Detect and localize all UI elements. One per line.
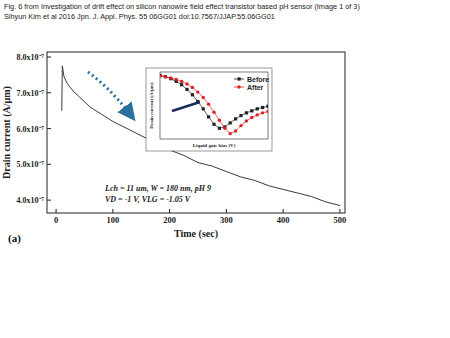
data-group: [62, 66, 340, 206]
x-tick-label: 200: [163, 215, 176, 225]
marker: [261, 106, 264, 109]
caption-line: Fig. 6 from Investigation of drift effec…: [4, 2, 360, 11]
x-tick-label: 300: [220, 215, 233, 225]
legend-label: After: [247, 84, 264, 91]
marker: [180, 80, 183, 83]
y-axis-label: Drain current (A/µm): [149, 82, 154, 129]
x-tick-label: 500: [334, 215, 347, 225]
marker: [229, 132, 232, 135]
marker: [256, 107, 259, 110]
y-tick: [47, 128, 51, 129]
x-tick-label: 100: [106, 215, 119, 225]
x-tick: [56, 209, 57, 213]
x-tick-label: 0: [54, 215, 58, 225]
marker: [191, 86, 194, 89]
figure: Fig. 6 from Investigation of drift effec…: [0, 0, 450, 338]
marker: [202, 107, 205, 110]
annotation: VD = -1 V, VLG = -1.05 V: [105, 195, 191, 204]
series-line: [160, 75, 268, 128]
marker: [218, 127, 221, 130]
marker: [180, 83, 183, 86]
marker: [250, 109, 253, 112]
marker: [245, 119, 248, 122]
drift-arrow: [88, 72, 130, 114]
main-chart: 0 100 200 300 400 500 4.0x10⁻⁷ 5.0x10⁻⁷ 6.0x10⁻⁷…: [1, 52, 346, 240]
x-tick-label: 400: [277, 215, 290, 225]
marker: [196, 90, 199, 93]
marker: [191, 93, 194, 96]
marker: [261, 111, 264, 114]
marker: [229, 121, 232, 124]
marker: [207, 115, 210, 118]
marker: [160, 74, 162, 77]
panel-label: (a): [8, 232, 21, 245]
marker: [202, 96, 205, 99]
y-tick-label: 4.0x10⁻⁷: [17, 196, 45, 205]
x-tick: [339, 209, 340, 213]
marker: [175, 78, 178, 81]
marker: [266, 110, 268, 113]
marker: [234, 117, 237, 120]
y-tick: [47, 57, 51, 58]
marker: [266, 105, 268, 108]
y-axis-label: Drain current (A/µm): [1, 86, 13, 179]
y-tick: [47, 92, 51, 93]
marker: [207, 102, 210, 105]
marker: [256, 113, 259, 116]
legend-marker: [238, 77, 241, 80]
y-tick: [47, 164, 51, 165]
x-tick: [283, 209, 284, 213]
x-tick: [226, 209, 227, 213]
marker: [239, 114, 242, 117]
y-tick: [47, 200, 51, 201]
marker: [245, 111, 248, 114]
marker: [218, 119, 221, 122]
inset-background: [146, 68, 272, 151]
caption-line: Sihyun Kim et al 2016 Jpn. J. Appl. Phys…: [4, 12, 275, 21]
y-tick-label: 7.0x10⁻⁷: [17, 89, 45, 98]
data-group: [160, 74, 268, 136]
x-axis-label: Time (sec): [174, 228, 218, 240]
y-tick-label: 6.0x10⁻⁷: [17, 125, 45, 134]
series-line: [160, 76, 268, 134]
x-tick: [112, 209, 113, 213]
marker: [160, 74, 162, 77]
y-tick-label: 8.0x10⁻⁷: [17, 53, 45, 62]
marker: [169, 77, 172, 80]
plot-frame: [47, 52, 345, 213]
y-tick-label: 5.0x10⁻⁷: [17, 160, 45, 169]
series-line: [62, 66, 340, 206]
x-axis-label: Liquid gate bias (V): [193, 143, 236, 148]
marker: [239, 124, 242, 127]
marker: [234, 129, 237, 132]
shift-arrow: [172, 102, 200, 111]
marker: [250, 116, 253, 119]
legend: BeforeAfter: [234, 76, 269, 91]
marker: [212, 123, 215, 126]
annotation: Lch = 11 um, W = 180 nm, pH 9: [104, 184, 211, 193]
legend-marker: [237, 85, 240, 88]
marker: [185, 88, 188, 91]
marker: [212, 111, 215, 114]
marker: [169, 76, 172, 79]
marker: [164, 75, 167, 78]
legend-label: Before: [247, 76, 269, 83]
x-tick: [169, 209, 170, 213]
marker: [185, 82, 188, 85]
marker: [223, 127, 226, 130]
inset-chart: Liquid gate bias (V) Drain current (A/µm)…: [146, 68, 272, 151]
marker: [164, 75, 167, 78]
